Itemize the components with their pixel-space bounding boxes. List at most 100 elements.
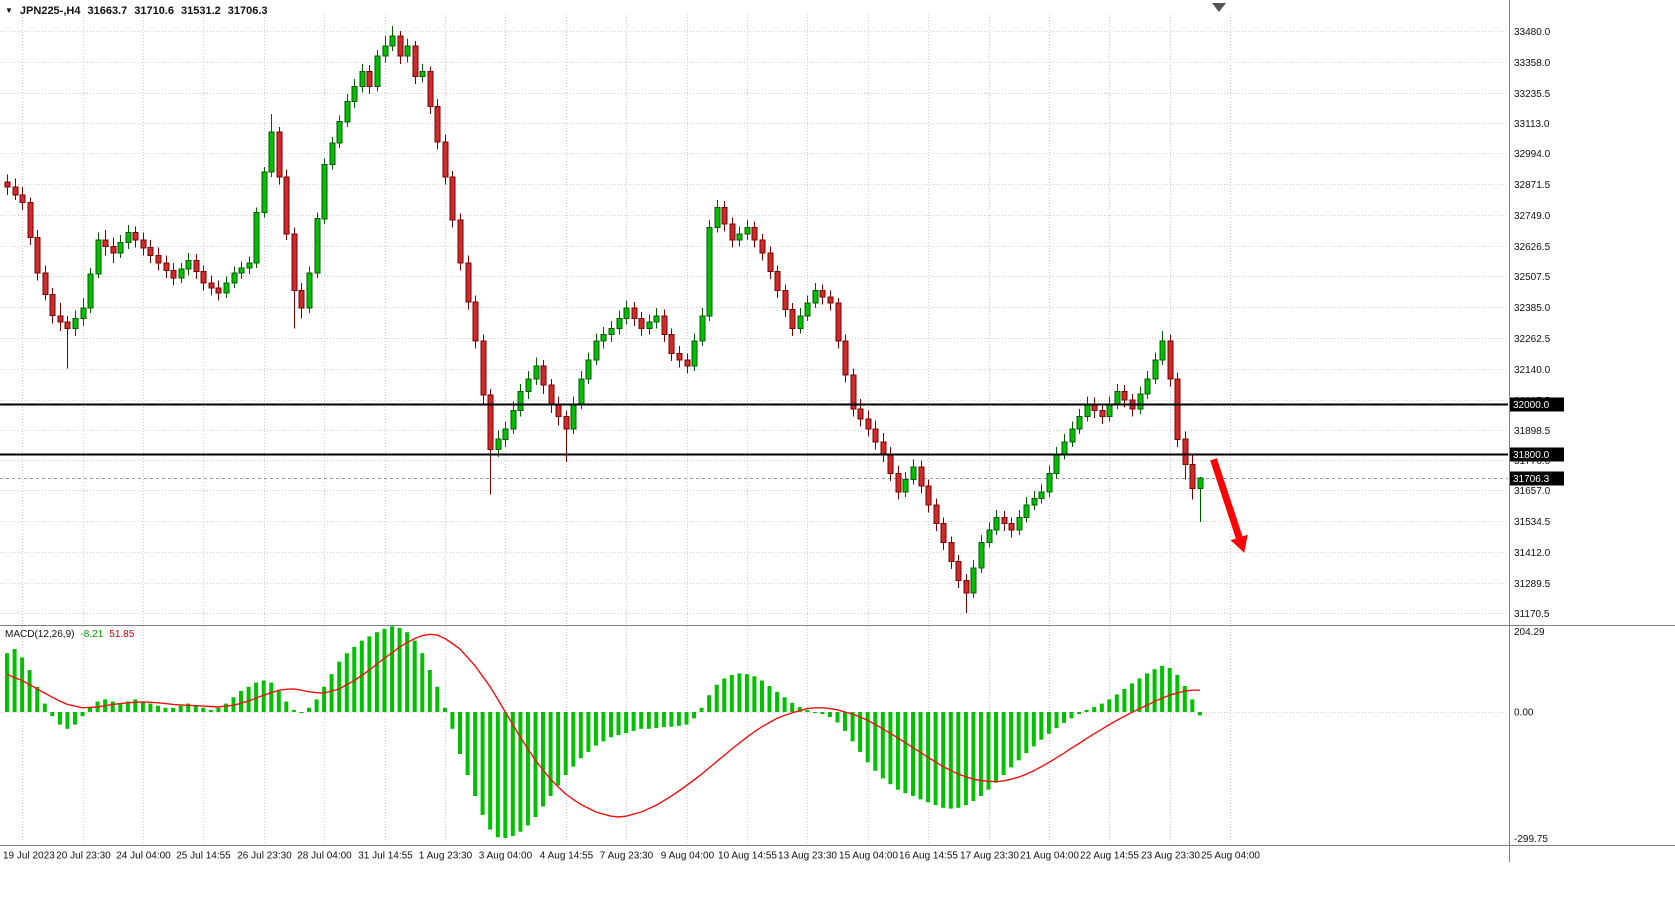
- candle-body: [427, 70, 434, 108]
- macd-histogram-bar: [1039, 712, 1044, 740]
- macd-histogram-bar: [782, 697, 787, 712]
- macd-histogram-bar: [624, 712, 629, 733]
- candle-body: [329, 142, 336, 166]
- price-tick-label: 32749.0: [1514, 211, 1551, 222]
- macd-histogram-bar: [495, 712, 500, 838]
- time-axis-label: 23 Aug 23:30: [1141, 851, 1200, 862]
- macd-histogram-bar: [729, 675, 734, 712]
- macd-histogram-bar: [57, 712, 62, 725]
- macd-max-label: 204.29: [1514, 627, 1545, 638]
- price-tick-label: 32507.5: [1514, 272, 1551, 283]
- candle-body: [729, 223, 736, 241]
- candle-body: [533, 365, 540, 380]
- trend-arrow-head[interactable]: [1230, 534, 1248, 553]
- candle-body: [570, 403, 577, 430]
- candle-body: [902, 479, 909, 493]
- macd-histogram-bar: [480, 712, 485, 815]
- macd-histogram-bar: [586, 712, 591, 752]
- time-axis-label: 25 Jul 14:55: [176, 851, 231, 862]
- ohlc-high-value: 31710.6: [134, 5, 174, 17]
- macd-histogram-bar: [1099, 703, 1104, 712]
- macd-histogram-bar: [850, 712, 855, 742]
- ohlc-open-value: 31663.7: [87, 5, 128, 17]
- symbol-dropdown-icon[interactable]: ▼: [5, 6, 13, 15]
- time-axis-label: 16 Aug 14:55: [899, 851, 958, 862]
- macd-histogram-bar: [80, 712, 85, 717]
- candle-body: [767, 252, 774, 273]
- macd-histogram-bar: [767, 686, 772, 712]
- candle-body: [918, 466, 925, 487]
- candle-body: [1038, 491, 1045, 500]
- candle-body: [283, 176, 290, 235]
- macd-histogram-bar: [20, 657, 25, 712]
- chart-objects-layer[interactable]: 32000.0 31800.0 31706.3: [0, 397, 1564, 553]
- price-tick-label: 32994.0: [1514, 149, 1551, 160]
- macd-histogram-bar: [291, 709, 296, 712]
- macd-zero-label: 0.00: [1514, 708, 1534, 719]
- macd-histogram-bar: [322, 686, 327, 712]
- time-axis-label: 9 Aug 04:00: [661, 851, 715, 862]
- candle-body: [487, 394, 494, 450]
- candle-body: [517, 390, 524, 411]
- candle-body: [185, 259, 192, 270]
- macd-histogram-bar: [1107, 699, 1112, 712]
- candle-body: [948, 542, 955, 562]
- macd-histogram-bar: [42, 703, 47, 712]
- candle-body: [563, 416, 570, 430]
- candle-body: [480, 340, 487, 396]
- candle-body: [1031, 498, 1038, 506]
- macd-histogram-bar: [676, 712, 681, 726]
- macd-signal-line: [6, 633, 1200, 818]
- candle-body: [95, 239, 102, 275]
- candle-body: [64, 321, 71, 329]
- macd-histogram-bar: [374, 632, 379, 712]
- macd-histogram-bar: [1069, 712, 1074, 719]
- macd-histogram-bar: [412, 640, 417, 712]
- macd-histogram-bar: [178, 705, 183, 712]
- macd-histogram-bar: [714, 684, 719, 712]
- price-tick-label: 31534.5: [1514, 517, 1551, 528]
- macd-histogram-bar: [903, 712, 908, 794]
- macd-histogram-bar: [1016, 712, 1021, 761]
- candle-body: [231, 272, 238, 284]
- candle-body: [608, 327, 615, 336]
- macd-histogram-bar: [978, 712, 983, 796]
- candle-body: [895, 472, 902, 493]
- trend-arrow-shaft[interactable]: [1210, 458, 1243, 539]
- candle-body: [1152, 359, 1159, 380]
- macd-histogram-bar: [442, 707, 447, 712]
- macd-histogram-bar: [1160, 665, 1165, 712]
- price-tick-label: 33235.5: [1514, 89, 1551, 100]
- candle-body: [706, 227, 713, 317]
- macd-histogram-bar: [752, 676, 757, 712]
- candle-body: [1053, 453, 1060, 474]
- candle-body: [600, 334, 607, 342]
- chart-shift-marker[interactable]: [1212, 3, 1226, 12]
- candle-body: [419, 70, 426, 77]
- macd-histogram-bar: [458, 712, 462, 754]
- macd-histogram-bar: [895, 712, 900, 790]
- macd-histogram-bar: [246, 686, 251, 712]
- candle-body: [253, 211, 260, 264]
- candle-body: [1008, 523, 1015, 531]
- candle-body: [1001, 516, 1008, 525]
- macd-histogram-bar: [692, 712, 696, 719]
- candle-body: [1167, 340, 1174, 380]
- macd-histogram-bar: [843, 712, 847, 731]
- macd-histogram-bar: [1024, 712, 1029, 754]
- price-tick-label: 31898.5: [1514, 426, 1551, 437]
- macd-histogram-bar: [427, 670, 432, 712]
- candle-body: [1121, 390, 1128, 401]
- candle-body: [57, 315, 64, 323]
- candle-body: [238, 267, 245, 274]
- macd-value: -8.21: [80, 629, 104, 640]
- macd-histogram-bar: [5, 653, 9, 712]
- candle-body: [495, 438, 502, 450]
- macd-histogram-bar: [654, 712, 659, 728]
- candle-body: [336, 121, 343, 144]
- candle-body: [865, 418, 872, 430]
- candle-body: [774, 271, 781, 292]
- macd-histogram-bar: [110, 701, 115, 712]
- candle-body: [782, 290, 789, 311]
